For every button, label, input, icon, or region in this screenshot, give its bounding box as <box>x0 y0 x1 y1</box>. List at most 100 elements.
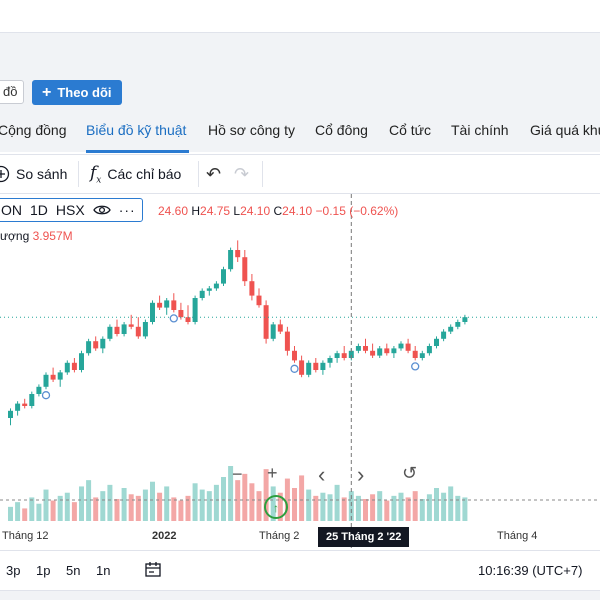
symbol-legend[interactable]: ON 1D HSX ··· <box>0 198 143 222</box>
candle <box>434 338 439 346</box>
candle <box>228 250 234 270</box>
tab-community[interactable]: Cộng đồng <box>0 122 67 138</box>
volume-bar <box>213 484 219 521</box>
volume-bar <box>128 494 134 521</box>
candle <box>348 350 354 358</box>
candle-series <box>8 240 468 426</box>
tab-price-history[interactable]: Giá quá khứ <box>530 122 600 138</box>
volume-bar <box>178 500 184 521</box>
news-marker-icon <box>264 495 288 519</box>
exchange-label: HSX <box>55 202 85 218</box>
candle <box>199 290 205 298</box>
candle <box>57 372 63 380</box>
undo-icon[interactable]: ↶ <box>206 163 222 184</box>
candle <box>384 348 390 354</box>
compare-button[interactable]: So sánh <box>0 155 67 193</box>
scroll-left-button[interactable]: ‹ <box>318 462 326 487</box>
range-button[interactable]: 1n <box>96 563 111 578</box>
candle <box>150 302 155 322</box>
candle <box>419 353 425 358</box>
news-marker-glyph: ↑ <box>273 501 279 515</box>
volume-bar <box>142 489 148 521</box>
volume-bar <box>199 489 205 521</box>
volume-bar <box>256 491 262 521</box>
candle <box>135 326 141 337</box>
volume-bar <box>171 497 177 521</box>
candle <box>256 295 262 306</box>
candle <box>121 324 127 334</box>
volume-bar <box>270 486 276 521</box>
candle <box>64 362 70 373</box>
candle <box>242 257 248 282</box>
candle <box>398 343 404 349</box>
volume-bar <box>157 492 163 521</box>
tab-technical-chart[interactable]: Biểu đồ kỹ thuật <box>86 122 187 138</box>
volume-bar <box>93 497 99 521</box>
eye-icon[interactable] <box>92 204 111 216</box>
map-button[interactable]: đồ <box>0 80 25 104</box>
candle <box>22 403 28 406</box>
candle <box>299 360 305 375</box>
candle <box>178 310 184 318</box>
candle <box>221 269 226 284</box>
xaxis-label: Tháng 4 <box>497 530 538 542</box>
candle <box>114 326 120 334</box>
price-chart[interactable]: ↑ <box>0 194 600 548</box>
candle <box>249 281 255 296</box>
candle <box>391 348 397 354</box>
volume-bar <box>121 488 127 521</box>
candle <box>412 350 418 358</box>
candle <box>277 324 283 332</box>
volume-bar <box>348 491 354 521</box>
range-button[interactable]: 3p <box>6 563 21 578</box>
ohlc-readout: 24.60 H24.75 L24.10 C24.10 −0.15 (−0.62%… <box>158 204 398 218</box>
volume-bar <box>363 499 368 521</box>
zoom-in-button[interactable]: + <box>267 463 278 483</box>
volume-bar <box>185 495 191 521</box>
candle <box>93 341 99 349</box>
candle <box>164 300 170 308</box>
event-marker <box>411 362 420 371</box>
candle <box>441 331 447 339</box>
redo-icon[interactable]: ↷ <box>234 163 250 184</box>
tab-dividends[interactable]: Cổ tức <box>389 122 432 138</box>
range-button[interactable]: 5n <box>66 563 81 578</box>
volume-bar <box>412 491 418 521</box>
scroll-right-button[interactable]: › <box>357 462 365 487</box>
volume-bar <box>462 497 468 521</box>
zoom-out-button[interactable]: − <box>232 464 243 484</box>
follow-button-label: Theo dõi <box>57 85 112 100</box>
volume-legend: ượng 3.957M <box>0 229 73 243</box>
candle <box>341 353 347 358</box>
volume-series <box>8 466 468 521</box>
function-icon: fx <box>90 162 102 186</box>
xaxis-label: Tháng 12 <box>2 530 49 542</box>
interval-label: 1D <box>30 202 48 218</box>
candle <box>86 341 92 354</box>
range-button[interactable]: 1p <box>36 563 51 578</box>
candle <box>370 350 376 356</box>
candle <box>36 386 42 394</box>
volume-bar <box>398 492 404 521</box>
more-icon[interactable]: ··· <box>118 202 136 218</box>
candle <box>185 317 191 322</box>
volume-bar <box>249 483 255 521</box>
candle <box>235 250 241 258</box>
bottom-strip <box>0 590 600 600</box>
follow-button[interactable]: + Theo dõi <box>32 80 122 105</box>
volume-bar <box>192 483 198 521</box>
reset-chart-button[interactable]: ↺ <box>402 463 418 483</box>
volume-bar <box>114 499 120 521</box>
candle <box>363 346 368 351</box>
candle <box>320 362 326 370</box>
symbol-name: ON <box>1 202 22 218</box>
candle <box>15 403 21 411</box>
date-range-icon[interactable] <box>144 561 162 579</box>
tab-financials[interactable]: Tài chính <box>451 122 509 138</box>
tab-shareholders[interactable]: Cổ đông <box>315 122 368 138</box>
volume-bar <box>419 499 425 521</box>
indicators-button[interactable]: fx Các chỉ báo <box>90 155 181 193</box>
plus-icon: + <box>42 84 52 101</box>
volume-bar <box>448 486 454 521</box>
tab-company-profile[interactable]: Hồ sơ công ty <box>208 122 295 138</box>
